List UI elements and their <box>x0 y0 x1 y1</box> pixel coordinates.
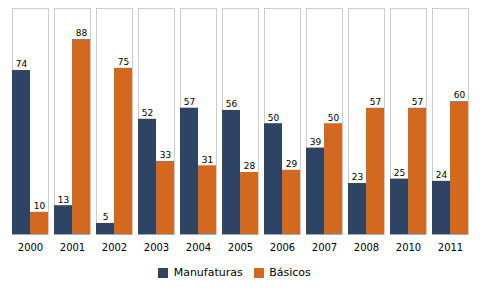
svg-text:13: 13 <box>58 195 69 205</box>
svg-text:57: 57 <box>412 97 423 107</box>
svg-text:2002: 2002 <box>102 242 127 253</box>
svg-text:33: 33 <box>160 150 171 160</box>
svg-text:60: 60 <box>454 90 466 100</box>
svg-text:57: 57 <box>184 97 195 107</box>
svg-text:2000: 2000 <box>18 242 43 253</box>
svg-text:56: 56 <box>226 99 238 109</box>
svg-text:2004: 2004 <box>186 242 211 253</box>
svg-text:23: 23 <box>352 172 363 182</box>
svg-text:2011: 2011 <box>438 242 463 253</box>
html-text:Básicos: Básicos <box>269 266 311 279</box>
svg-text:29: 29 <box>286 159 298 169</box>
svg-text:2007: 2007 <box>312 242 337 253</box>
svg-text:57: 57 <box>370 97 381 107</box>
svg-text:39: 39 <box>310 137 322 147</box>
svg-text:50: 50 <box>328 113 340 123</box>
svg-text:25: 25 <box>394 168 405 178</box>
svg-text:88: 88 <box>76 28 88 38</box>
html-text:Manufaturas: Manufaturas <box>173 266 243 279</box>
svg-text:2005: 2005 <box>228 242 253 253</box>
svg-text:5: 5 <box>103 212 109 222</box>
svg-text:24: 24 <box>436 170 448 180</box>
svg-text:2001: 2001 <box>60 242 85 253</box>
svg-text:50: 50 <box>268 113 280 123</box>
svg-text:75: 75 <box>118 57 129 67</box>
svg-text:52: 52 <box>142 108 153 118</box>
svg-text:2010: 2010 <box>396 242 421 253</box>
svg-text:10: 10 <box>34 201 46 211</box>
svg-text:2006: 2006 <box>270 242 295 253</box>
svg-text:2003: 2003 <box>144 242 169 253</box>
svg-text:74: 74 <box>16 59 28 69</box>
svg-text:31: 31 <box>202 155 213 165</box>
svg-text:2008: 2008 <box>354 242 379 253</box>
svg-text:28: 28 <box>244 161 256 171</box>
